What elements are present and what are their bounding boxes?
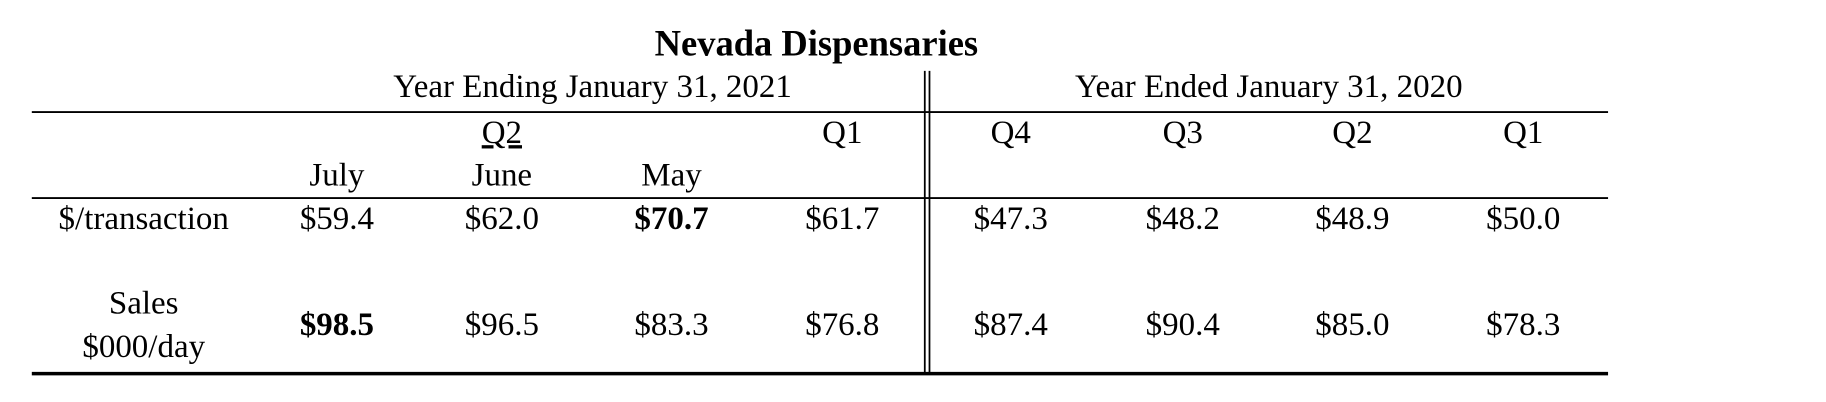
cell: $59.4: [300, 201, 374, 237]
row-label: $/transaction: [59, 201, 229, 237]
cell: $76.8: [805, 307, 879, 343]
row-label: $000/day: [82, 329, 205, 365]
cell: $62.0: [465, 201, 539, 237]
group-header: Year Ending January 31, 2021: [393, 69, 792, 105]
quarter-header: Q4: [991, 115, 1031, 151]
group-header: Year Ended January 31, 2020: [1075, 69, 1463, 105]
cell: $96.5: [465, 307, 539, 343]
quarter-header: Q2: [482, 115, 522, 151]
quarter-header: Q1: [1503, 115, 1543, 151]
cell: $98.5: [300, 307, 374, 343]
table-title: Nevada Dispensaries: [655, 23, 978, 64]
cell: $47.3: [974, 201, 1048, 237]
quarter-header: Q2: [1332, 115, 1372, 151]
month-header: May: [641, 158, 702, 194]
month-header: July: [309, 158, 364, 194]
cell: $70.7: [634, 201, 708, 237]
cell: $83.3: [634, 307, 708, 343]
cell: $78.3: [1486, 307, 1560, 343]
cell: $61.7: [805, 201, 879, 237]
cell: $48.2: [1146, 201, 1220, 237]
quarter-header: Q3: [1163, 115, 1203, 151]
cell: $48.9: [1315, 201, 1389, 237]
month-header: June: [472, 158, 532, 194]
cell: $90.4: [1146, 307, 1220, 343]
quarter-header: Q1: [822, 115, 862, 151]
cell: $85.0: [1315, 307, 1389, 343]
cell: $50.0: [1486, 201, 1560, 237]
cell: $87.4: [974, 307, 1048, 343]
row-label: Sales: [109, 285, 179, 321]
